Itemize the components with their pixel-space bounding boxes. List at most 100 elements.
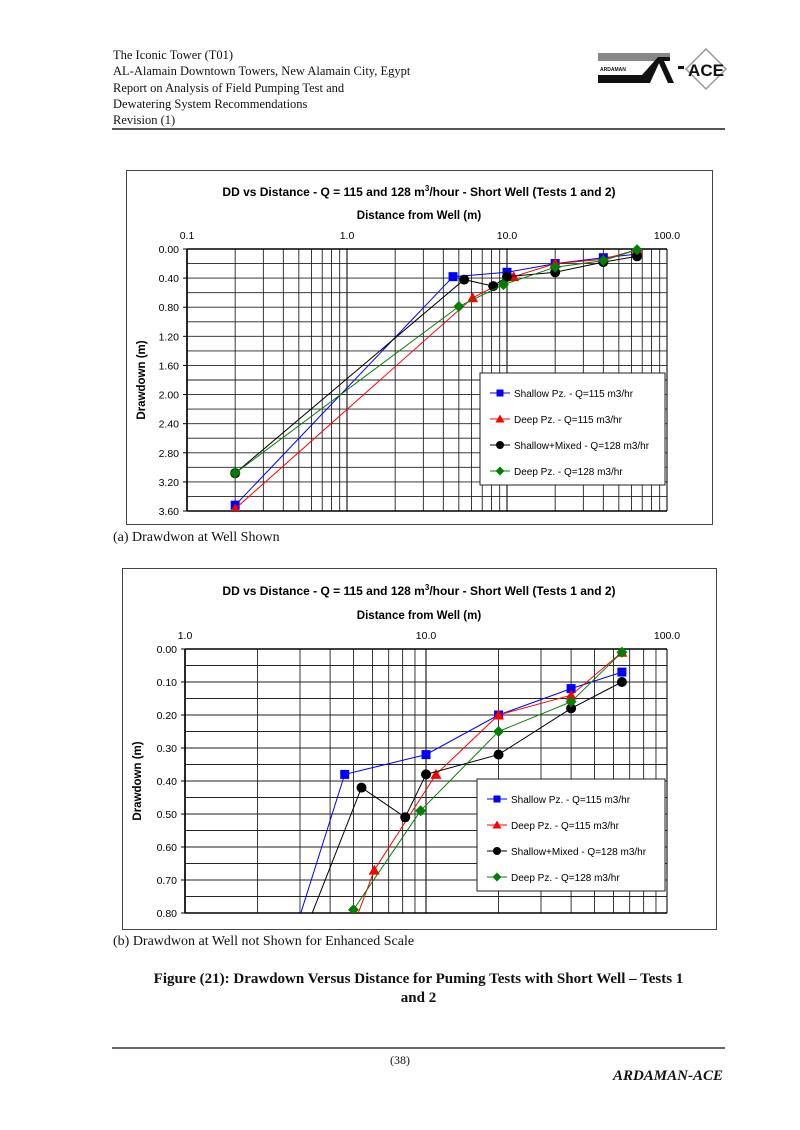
y-tick-label: 0.50 — [157, 809, 178, 821]
chart-a: DD vs Distance - Q = 115 and 128 m3/hour… — [136, 184, 680, 518]
legend-label: Shallow Pz. - Q=115 m3/hr — [511, 795, 631, 806]
diamond-marker-icon — [597, 255, 609, 267]
diamond-marker-icon — [492, 872, 502, 882]
circle-marker-icon — [632, 251, 643, 262]
legend-item: Shallow+Mixed - Q=128 m3/hr — [490, 441, 650, 452]
diamond-marker-icon — [549, 261, 561, 273]
legend-label: Deep Pz. - Q=128 m3/hr — [511, 873, 620, 884]
y-tick-label: 2.00 — [159, 390, 180, 402]
circle-marker-icon — [566, 703, 577, 714]
y-tick-label: 0.70 — [157, 875, 178, 887]
circle-marker-icon — [496, 441, 504, 449]
triangle-marker-icon — [493, 709, 505, 720]
series-layer — [229, 244, 643, 511]
legend-item: Deep Pz. - Q=128 m3/hr — [487, 872, 620, 884]
triangle-marker-icon — [430, 768, 442, 779]
circle-marker-icon — [356, 782, 367, 793]
caption-b: (b) Drawdwon at Well not Shown for Enhan… — [113, 934, 415, 949]
footer-brand: ARDAMAN-ACE — [612, 1068, 723, 1084]
circle-marker-icon — [400, 812, 411, 823]
circle-marker-icon — [493, 847, 501, 855]
x-tick-label: 100.0 — [654, 630, 680, 642]
legend-label: Shallow+Mixed - Q=128 m3/hr — [511, 847, 647, 858]
series-layer — [300, 646, 628, 913]
y-tick-label: 0.00 — [157, 644, 178, 656]
x-axis-label: Distance from Well (m) — [357, 210, 482, 222]
header-line-report: Report on Analysis of Field Pumping Test… — [113, 80, 345, 95]
square-marker-icon — [448, 272, 458, 282]
y-tick-label: 0.40 — [159, 273, 180, 285]
figure-title-line1: Figure (21): Drawdown Versus Distance fo… — [153, 971, 684, 987]
chart-title: DD vs Distance - Q = 115 and 128 m3/hour… — [222, 583, 615, 598]
header-line-revision: Revision (1) — [113, 113, 176, 128]
header-line-project: The Iconic Tower (T01) — [113, 48, 234, 62]
chart-b-frame: DD vs Distance - Q = 115 and 128 m3/hour… — [122, 568, 717, 930]
data-series — [229, 244, 643, 479]
y-tick-label: 0.00 — [159, 244, 180, 256]
header-line-location: AL-Alamain Downtown Towers, New Alamain … — [113, 64, 411, 79]
circle-marker-icon — [421, 769, 431, 780]
x-tick-label: 10.0 — [416, 630, 437, 642]
page-number: (38) — [390, 1053, 410, 1067]
y-tick-label: 2.40 — [159, 419, 180, 431]
y-tick-label: 0.10 — [157, 677, 178, 689]
data-series — [311, 677, 627, 913]
ardaman-ace-logo: ARDAMAN ACE — [598, 47, 728, 91]
header-divider — [112, 128, 725, 130]
y-tick-label: 0.20 — [157, 710, 178, 722]
legend-item: Shallow Pz. - Q=115 m3/hr — [490, 389, 634, 400]
diamond-marker-icon — [453, 300, 465, 312]
document-header: The Iconic Tower (T01) AL-Alamain Downto… — [113, 47, 410, 128]
diamond-marker-icon — [229, 467, 241, 479]
x-tick-label: 1.0 — [340, 230, 355, 242]
logo-text-ardaman: ARDAMAN — [600, 67, 626, 73]
y-tick-label: 3.20 — [159, 477, 180, 489]
diamond-marker-icon — [565, 696, 577, 708]
x-tick-label: 0.1 — [180, 230, 195, 242]
chart-title: DD vs Distance - Q = 115 and 128 m3/hour… — [222, 184, 615, 199]
square-marker-icon — [421, 750, 431, 760]
chart-b: DD vs Distance - Q = 115 and 128 m3/hour… — [132, 583, 680, 920]
triangle-marker-icon — [565, 689, 577, 700]
x-tick-label: 100.0 — [654, 230, 680, 242]
triangle-marker-icon — [467, 292, 479, 303]
square-marker-icon — [617, 667, 627, 677]
x-axis-label: Distance from Well (m) — [357, 610, 482, 622]
legend-item: Shallow+Mixed - Q=128 m3/hr — [487, 847, 647, 858]
circle-marker-icon — [502, 271, 512, 282]
legend-item: Shallow Pz. - Q=115 m3/hr — [487, 795, 631, 806]
plot-grid — [186, 248, 668, 512]
diamond-marker-icon — [493, 726, 505, 737]
y-tick-label: 3.60 — [159, 506, 180, 518]
triangle-marker-icon — [492, 820, 502, 829]
square-marker-icon — [493, 795, 501, 803]
y-tick-label: 0.30 — [157, 743, 178, 755]
logo-text-ace: ACE — [688, 61, 724, 80]
header-line-report-cont: Dewatering System Recommendations — [113, 96, 308, 111]
y-tick-label: 0.80 — [159, 302, 180, 314]
y-axis-label: Drawdown (m) — [136, 340, 148, 419]
legend-label: Deep Pz. - Q=115 m3/hr — [514, 415, 623, 426]
legend-label: Shallow+Mixed - Q=128 m3/hr — [514, 441, 650, 452]
legend-label: Deep Pz. - Q=115 m3/hr — [511, 821, 620, 832]
square-marker-icon — [340, 769, 350, 779]
figure-title: Figure (21): Drawdown Versus Distance fo… — [112, 970, 725, 1008]
y-axis-label: Drawdown (m) — [132, 741, 144, 820]
y-tick-label: 0.60 — [157, 842, 178, 854]
legend-label: Shallow Pz. - Q=115 m3/hr — [514, 389, 634, 400]
triangle-marker-icon — [230, 503, 240, 511]
y-tick-label: 0.80 — [157, 908, 178, 920]
legend-item: Deep Pz. - Q=128 m3/hr — [490, 466, 623, 478]
x-tick-label: 10.0 — [497, 230, 518, 242]
y-tick-label: 1.20 — [159, 331, 180, 343]
diamond-marker-icon — [347, 904, 359, 913]
diamond-marker-icon — [616, 646, 628, 658]
x-tick-label: 1.0 — [178, 630, 193, 642]
chart-a-frame: DD vs Distance - Q = 115 and 128 m3/hour… — [126, 170, 713, 525]
square-marker-icon — [566, 684, 576, 694]
legend-label: Deep Pz. - Q=128 m3/hr — [514, 467, 623, 478]
circle-marker-icon — [459, 274, 470, 285]
diamond-marker-icon — [497, 279, 509, 291]
caption-a: (a) Drawdwon at Well Shown — [113, 530, 280, 545]
data-series — [347, 646, 628, 913]
